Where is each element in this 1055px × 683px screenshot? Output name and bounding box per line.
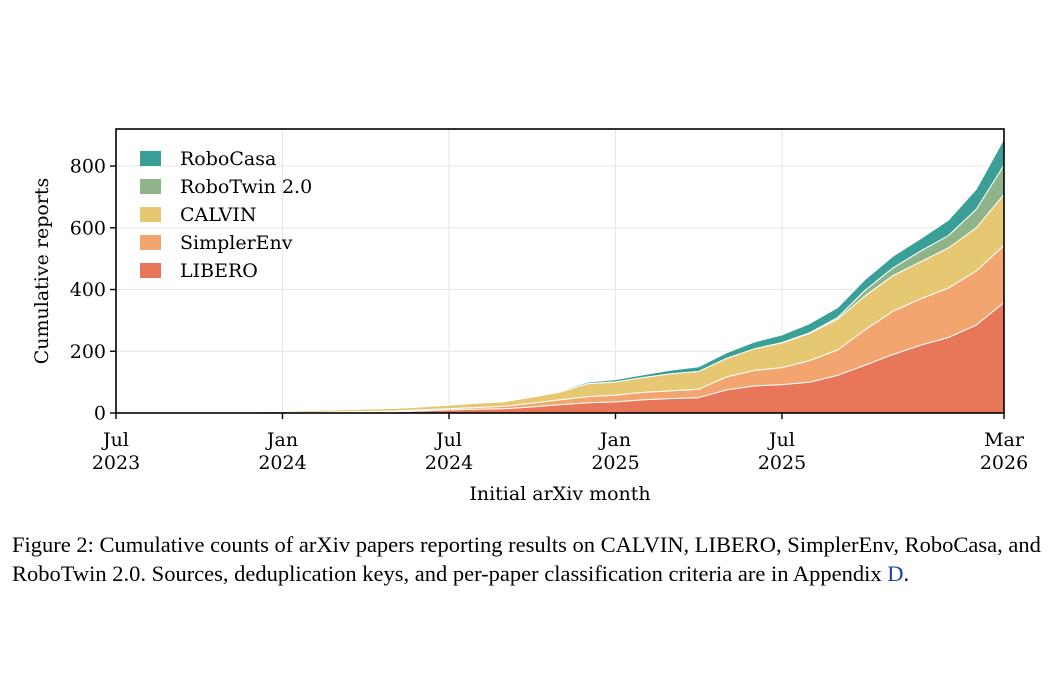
x-tick-label: Jul: [101, 429, 129, 451]
plot-frame: [115, 128, 1005, 414]
x-tick-label: Jan: [265, 429, 298, 451]
legend-label: SimplerEnv: [180, 232, 293, 254]
x-tick-label: Mar: [984, 429, 1025, 451]
legend-label: RoboCasa: [180, 148, 276, 170]
x-tick-label: Jan: [598, 429, 631, 451]
y-tick-label: 800: [70, 156, 106, 178]
y-axis: 0 200 400 600 800: [70, 156, 116, 425]
x-tick-label: Jul: [767, 429, 795, 451]
y-tick-label: 400: [70, 279, 106, 301]
x-axis: Jul2023Jan2024Jul2024Jan2025Jul2025Mar20…: [92, 413, 1028, 474]
x-tick-label: 2026: [980, 452, 1028, 474]
x-tick-label: Jul: [434, 429, 462, 451]
legend-swatch: [140, 207, 161, 222]
figure-caption: Figure 2: Cumulative counts of arXiv pap…: [12, 530, 1052, 588]
legend-swatch: [140, 151, 161, 166]
caption-period: .: [903, 561, 910, 586]
legend-swatch: [140, 179, 161, 194]
appendix-link[interactable]: D: [887, 561, 904, 586]
legend-label: LIBERO: [180, 260, 258, 282]
legend-label: CALVIN: [180, 204, 256, 226]
x-tick-label: 2025: [591, 452, 639, 474]
y-tick-label: 600: [70, 217, 106, 239]
x-tick-label: 2023: [92, 452, 140, 474]
legend-swatch: [140, 263, 161, 278]
y-tick-label: 0: [94, 403, 106, 425]
legend: RoboCasa RoboTwin 2.0 CALVIN SimplerEnv LIBE…: [140, 148, 312, 282]
caption-text: Figure 2: Cumulative counts of arXiv pap…: [12, 532, 1041, 586]
y-axis-label: Cumulative reports: [31, 178, 53, 365]
x-axis-label: Initial arXiv month: [469, 483, 650, 505]
x-tick-label: 2024: [425, 452, 473, 474]
x-tick-label: 2024: [258, 452, 306, 474]
legend-label: RoboTwin 2.0: [180, 176, 312, 198]
legend-swatch: [140, 235, 161, 250]
y-tick-label: 200: [70, 341, 106, 363]
x-tick-label: 2025: [758, 452, 806, 474]
